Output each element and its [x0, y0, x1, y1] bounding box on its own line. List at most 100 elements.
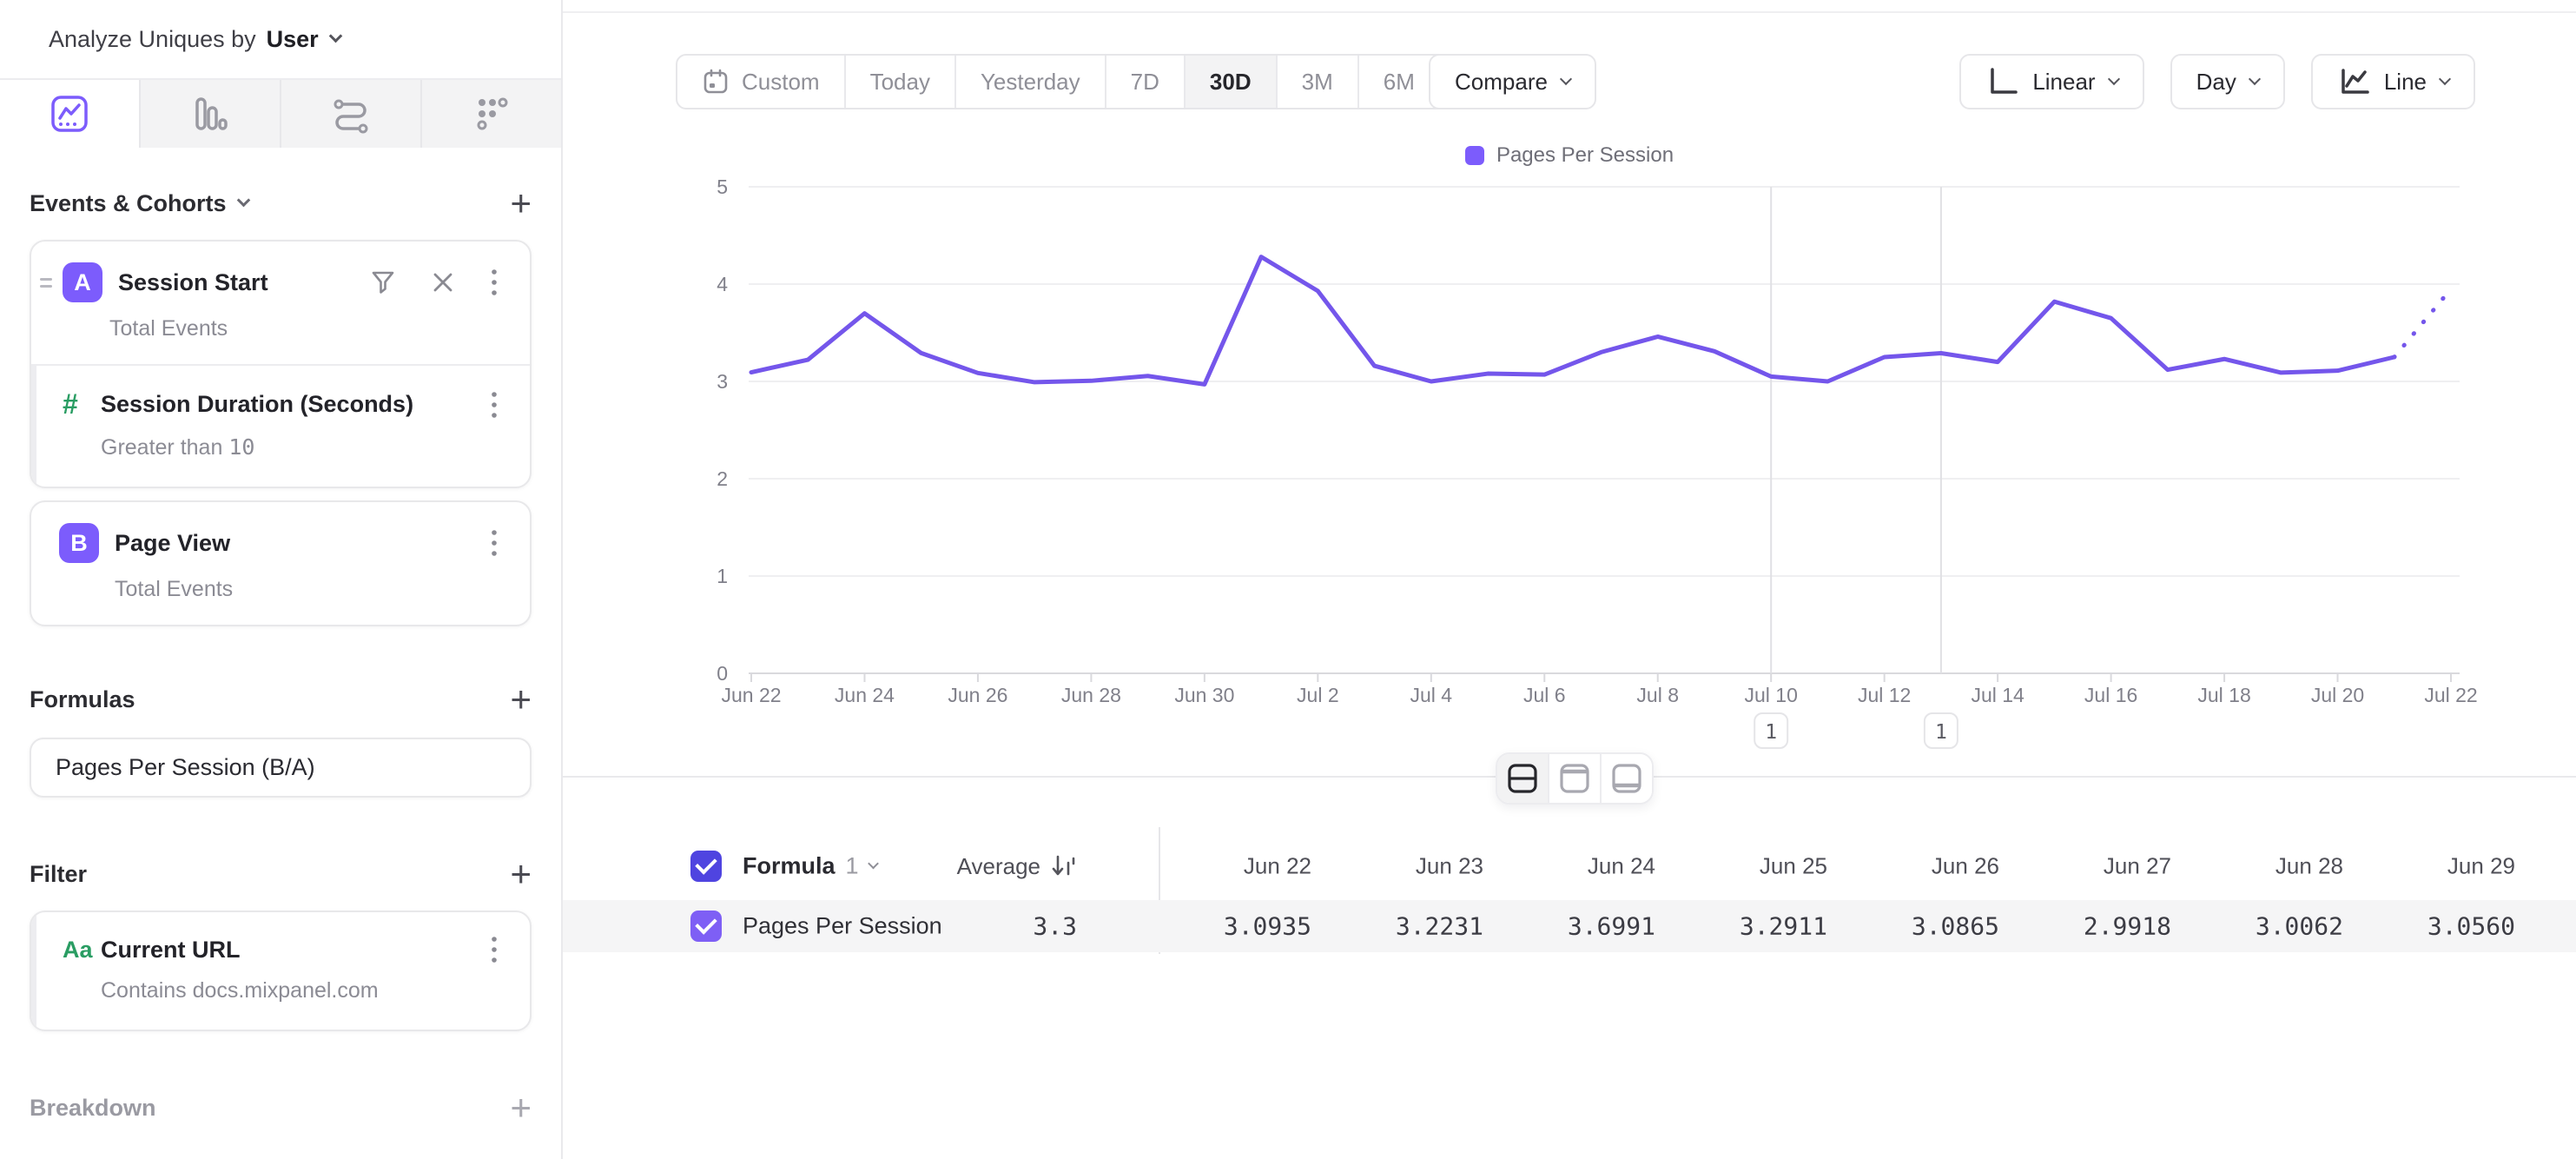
line-chart[interactable]: 0 1 2 3 4 5 1 1 Jun 22 Jun 24 Jun 26 Jun 28 Jun 30 Ju…	[563, 122, 2576, 791]
tab-retention[interactable]	[420, 80, 561, 148]
filter-header: Filter +	[30, 853, 532, 894]
close-icon[interactable]	[431, 270, 455, 295]
event-measurement[interactable]: Total Events	[109, 316, 228, 341]
scale-dropdown[interactable]: Linear	[1959, 54, 2144, 109]
table-column-separator	[1159, 827, 1160, 954]
average-column-header[interactable]: Average	[957, 852, 1077, 880]
compare-button[interactable]: Compare	[1429, 54, 1596, 109]
annotation-count: 1	[1935, 721, 1947, 744]
series-line-projected	[2392, 287, 2454, 360]
query-builder-content: Events & Cohorts + A Session Start	[0, 148, 561, 1128]
date-column-header[interactable]: Jun 29	[2447, 852, 2515, 879]
annotation-chip[interactable]	[1923, 712, 1958, 749]
funnels-bars-icon	[195, 97, 228, 130]
date-column-header[interactable]: Jun 25	[1759, 852, 1827, 879]
event-title[interactable]: Page View	[115, 529, 231, 556]
date-column-header[interactable]: Jun 28	[2275, 852, 2343, 879]
range-label: 7D	[1130, 68, 1159, 95]
formulas-header: Formulas +	[30, 679, 532, 719]
formula-header-label: Formula	[743, 852, 836, 879]
analyze-value[interactable]: User	[266, 25, 319, 52]
kebab-menu-icon[interactable]	[490, 935, 499, 964]
interval-dropdown[interactable]: Day	[2170, 54, 2285, 109]
range-3m[interactable]: 3M	[1275, 56, 1357, 108]
chart-legend[interactable]: Pages Per Session	[563, 143, 2576, 168]
event-measurement[interactable]: Total Events	[115, 577, 234, 601]
event-badge-a: A	[63, 262, 102, 302]
formula-card[interactable]: Pages Per Session (B/A)	[30, 738, 532, 798]
range-7d[interactable]: 7D	[1104, 56, 1184, 108]
date-column-header[interactable]: Jun 23	[1415, 852, 1483, 879]
range-yesterday[interactable]: Yesterday	[954, 56, 1105, 108]
tab-funnels[interactable]	[139, 80, 280, 148]
date-column-header[interactable]: Jun 22	[1243, 852, 1311, 879]
tab-flows[interactable]	[280, 80, 420, 148]
condition-operator[interactable]: Contains	[101, 978, 187, 1003]
add-filter-button[interactable]: +	[510, 853, 532, 894]
current-url-section[interactable]: Aa Current URL Contains docs.mixpanel.co…	[31, 912, 530, 1030]
layout-table-only-button[interactable]	[1600, 754, 1652, 803]
date-column-header[interactable]: Jun 27	[2103, 852, 2171, 879]
chevron-down-icon	[2107, 72, 2120, 85]
x-axis-tick-label: Jul 16	[2084, 684, 2137, 706]
add-event-button[interactable]: +	[510, 182, 532, 223]
kebab-menu-icon[interactable]	[490, 268, 499, 297]
interval-label: Day	[2196, 68, 2236, 95]
layout-split-button[interactable]	[1497, 754, 1548, 803]
event-title[interactable]: Session Start	[118, 268, 268, 295]
range-6m[interactable]: 6M	[1357, 56, 1439, 108]
drag-handle-icon[interactable]	[40, 277, 52, 288]
analyze-header[interactable]: Analyze Uniques by User	[0, 0, 561, 80]
chevron-down-icon	[328, 29, 342, 43]
session-start-section[interactable]: A Session Start	[31, 242, 530, 364]
condition-value[interactable]: 10	[228, 434, 255, 460]
range-today[interactable]: Today	[843, 56, 954, 108]
condition-operator[interactable]: Greater than	[101, 435, 223, 460]
chart-type-dropdown[interactable]: Line	[2310, 54, 2475, 109]
property-condition[interactable]: Greater than 10	[63, 434, 509, 460]
formulas-title: Formulas	[30, 685, 135, 712]
date-column-header[interactable]: Jun 26	[1931, 852, 1999, 879]
filter-property-title[interactable]: Current URL	[101, 936, 241, 963]
property-title[interactable]: Session Duration (Seconds)	[101, 391, 414, 417]
linear-axis-icon	[1991, 68, 2018, 94]
x-axis-tick-label: Jul 10	[1745, 684, 1798, 706]
select-all-checkbox[interactable]	[690, 851, 722, 882]
cell-value: 3.2231	[1395, 911, 1483, 941]
x-axis-tick-label: Jun 22	[721, 684, 781, 706]
x-axis-tick-label: Jul 6	[1523, 684, 1566, 706]
annotation-count: 1	[1765, 721, 1777, 744]
page-view-section[interactable]: B Page View Total Events	[31, 502, 530, 625]
annotation-chip[interactable]	[1754, 712, 1789, 749]
layout-chart-only-button[interactable]	[1548, 754, 1600, 803]
tab-insights[interactable]	[0, 80, 139, 148]
compare-label: Compare	[1455, 68, 1548, 95]
x-axis-tick-label: Jul 2	[1297, 684, 1339, 706]
condition-value[interactable]: docs.mixpanel.com	[192, 978, 379, 1003]
range-30d[interactable]: 30D	[1183, 56, 1276, 108]
filter-condition[interactable]: Contains docs.mixpanel.com	[63, 978, 509, 1003]
property-card-session-duration[interactable]: # Session Duration (Seconds) Greater tha…	[31, 364, 530, 487]
add-formula-button[interactable]: +	[510, 679, 532, 719]
flows-icon	[334, 99, 368, 134]
add-breakdown-button[interactable]: +	[510, 1087, 532, 1128]
chevron-down-icon	[2248, 72, 2261, 85]
kebab-menu-icon[interactable]	[490, 528, 499, 558]
range-custom[interactable]: Custom	[677, 56, 844, 108]
cell-value: 3.0560	[2427, 911, 2515, 941]
series-line[interactable]	[749, 255, 2397, 387]
date-column-header[interactable]: Jun 24	[1587, 852, 1655, 879]
x-axis-tick-label: Jun 28	[1061, 684, 1121, 706]
row-checkbox[interactable]	[690, 911, 722, 942]
range-label: 6M	[1383, 68, 1415, 95]
chevron-down-icon[interactable]	[236, 193, 250, 208]
kebab-menu-icon[interactable]	[490, 390, 499, 420]
scale-label: Linear	[2032, 68, 2096, 95]
calendar-icon	[703, 69, 728, 94]
table-row[interactable]: Pages Per Session 3.3 3.0935 3.2231 3.6991…	[563, 900, 2576, 952]
range-label: Today	[869, 68, 930, 95]
report-canvas: CustomTodayYesterday7D30D3M6M12M Compare…	[563, 0, 2576, 1159]
x-axis-tick-label: Jul 12	[1858, 684, 1911, 706]
filter-icon[interactable]	[370, 269, 396, 295]
formula-column-header[interactable]: Formula 1	[743, 852, 879, 880]
